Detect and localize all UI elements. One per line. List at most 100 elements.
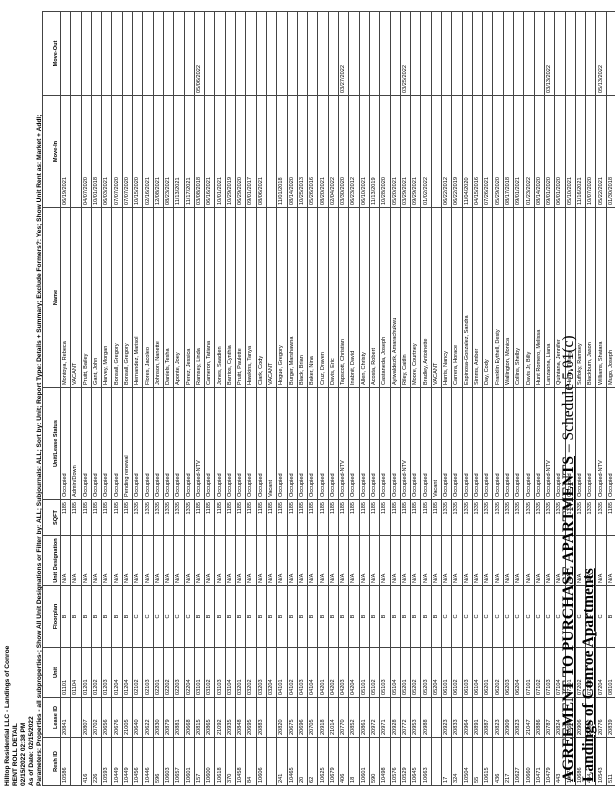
move-out-cell: [513, 11, 524, 96]
move-in-cell: 09/01/2020: [544, 95, 555, 208]
resh-id-cell: 10498: [379, 737, 390, 786]
floorplan-cell: B: [369, 585, 380, 648]
sqft-cell: 1185: [276, 499, 288, 536]
status-cell: Occupied: [307, 387, 318, 500]
unit-designation-cell: N/A: [420, 535, 432, 586]
move-in-cell: 05/26/2016: [307, 95, 318, 208]
unit-cell: 07103: [544, 647, 555, 698]
move-in-cell: 08/14/2020: [287, 95, 298, 208]
unit-designation-cell: N/A: [513, 535, 524, 586]
floorplan-cell: B: [101, 585, 112, 648]
unit-designation-cell: N/A: [317, 535, 329, 586]
move-out-cell: [410, 11, 421, 96]
table-row: 55 20891 06104 C N/A 1335 Occupied Simms, Amber…: [472, 11, 483, 786]
status-cell: Pending renewal: [122, 387, 133, 500]
status-cell: Occupied: [410, 387, 421, 500]
floorplan-cell: C: [184, 585, 195, 648]
status-cell: Occupied: [214, 387, 226, 500]
table-row: 03204 B N/A 1185 Vacant VACANT: [266, 11, 277, 786]
name-cell: Flores, Jacoleo: [142, 207, 154, 388]
sqft-cell: 1335: [462, 499, 473, 536]
resh-id-cell: 10479: [544, 737, 555, 786]
resh-id-cell: 511: [606, 737, 615, 786]
resh-id-cell: 10627: [513, 737, 524, 786]
name-cell: Hogue, Gregory: [276, 207, 288, 388]
floorplan-cell: B: [256, 585, 267, 648]
lease-id-cell: 20815: [194, 697, 205, 738]
unit-designation-cell: N/A: [338, 535, 349, 586]
lease-id-cell: 20883: [256, 697, 267, 738]
resh-id-cell: 10679: [328, 737, 339, 786]
sqft-cell: 1335: [142, 499, 154, 536]
table-row: 10465 20675 04102 B N/A 1185 Occupied Burger, M…: [287, 11, 298, 786]
unit-cell: 07101: [523, 647, 535, 698]
lease-id-cell: 20852: [348, 697, 360, 738]
unit-designation-cell: N/A: [276, 535, 288, 586]
status-cell: Occupied: [101, 387, 112, 500]
unit-designation-cell: N/A: [214, 535, 226, 586]
unit-cell: 03201: [235, 647, 246, 698]
resh-id-cell: 10471: [534, 737, 545, 786]
unit-designation-cell: N/A: [122, 535, 133, 586]
move-out-cell: [153, 11, 164, 96]
sqft-cell: 1185: [91, 499, 102, 536]
name-cell: Hunt Romero, Melissa: [534, 207, 545, 388]
table-row: 10625 20918 04201 B N/A 1185 Occupied Cruz, Dra…: [317, 11, 329, 786]
table-row: 10618 21092 03103 B N/A 1185 Occupied Jones, Sa…: [214, 11, 226, 786]
lease-id-cell: 20807: [81, 697, 92, 738]
name-cell: Bonsall, Gregory: [111, 207, 123, 388]
unit-designation-cell: N/A: [266, 535, 277, 586]
sqft-cell: 1185: [204, 499, 215, 536]
lease-id-cell: [431, 697, 442, 738]
name-cell: Franklin Eythell, Desty: [492, 207, 504, 388]
move-out-cell: 05/13/2022: [595, 11, 607, 96]
move-out-cell: [534, 11, 545, 96]
floorplan-cell: C: [462, 585, 473, 648]
move-out-cell: [492, 11, 504, 96]
lease-id-cell: 20823: [492, 697, 504, 738]
table-row: 10601 20668 02204 C N/A 1335 Occupied Perez, Je…: [184, 11, 195, 786]
unit-designation-cell: N/A: [482, 535, 493, 586]
unit-cell: 02203: [173, 647, 185, 698]
lease-id-cell: 20964: [462, 697, 473, 738]
name-cell: Daniels, Tesha: [163, 207, 174, 388]
unit-cell: 07102: [534, 647, 545, 698]
move-out-cell: [431, 11, 442, 96]
move-out-cell: [328, 11, 339, 96]
column-header: Unit/Lease Status: [42, 387, 61, 500]
table-row: 10679 21014 04202 B N/A 1185 Occupied Davis, Er…: [328, 11, 339, 786]
status-cell: Occupied: [492, 387, 504, 500]
name-cell: Allen, Christy: [359, 207, 370, 388]
column-header: Move-In: [42, 95, 61, 208]
lease-id-cell: 20833: [451, 697, 463, 738]
move-out-cell: [369, 11, 380, 96]
lease-id-cell: 20622: [142, 697, 154, 738]
unit-cell: 01203: [101, 647, 112, 698]
printed-timestamp: 02/15/2022 02:38 PM: [20, 722, 27, 786]
unit-cell: 06201: [482, 647, 493, 698]
move-in-cell: 06/03/2021: [101, 95, 112, 208]
name-cell: VACANT: [431, 207, 442, 388]
table-row: 10615 20887 06201 C N/A 1335 Occupied Day, Cody…: [482, 11, 493, 786]
name-cell: Black, Brian: [297, 207, 308, 388]
resh-id-cell: 157: [194, 737, 205, 786]
table-row: 10586 20841 01101 B N/A 1185 Occupied Montoya, …: [60, 11, 71, 786]
move-in-cell: [431, 95, 442, 208]
status-cell: Occupied: [245, 387, 257, 500]
name-cell: Aponte, Joey: [173, 207, 185, 388]
sqft-cell: 1185: [194, 499, 205, 536]
unit-cell: 03103: [214, 647, 226, 698]
unit-designation-cell: N/A: [163, 535, 174, 586]
unit-designation-cell: N/A: [348, 535, 360, 586]
table-row: 10446 20622 02103 C N/A 1335 Occupied Flores, J…: [142, 11, 154, 786]
lease-id-cell: 20909: [503, 697, 514, 738]
name-cell: Inabnit, David: [348, 207, 360, 388]
floorplan-cell: C: [492, 585, 504, 648]
resh-id-cell: 10593: [101, 737, 112, 786]
floorplan-cell: B: [606, 585, 615, 648]
resh-id-cell: 10645: [410, 737, 421, 786]
unit-designation-cell: N/A: [328, 535, 339, 586]
table-row: 241 20820 04101 B N/A 1185 Occupied Hogue, Greg…: [276, 11, 288, 786]
unit-designation-cell: N/A: [142, 535, 154, 586]
floorplan-cell: B: [266, 585, 277, 648]
